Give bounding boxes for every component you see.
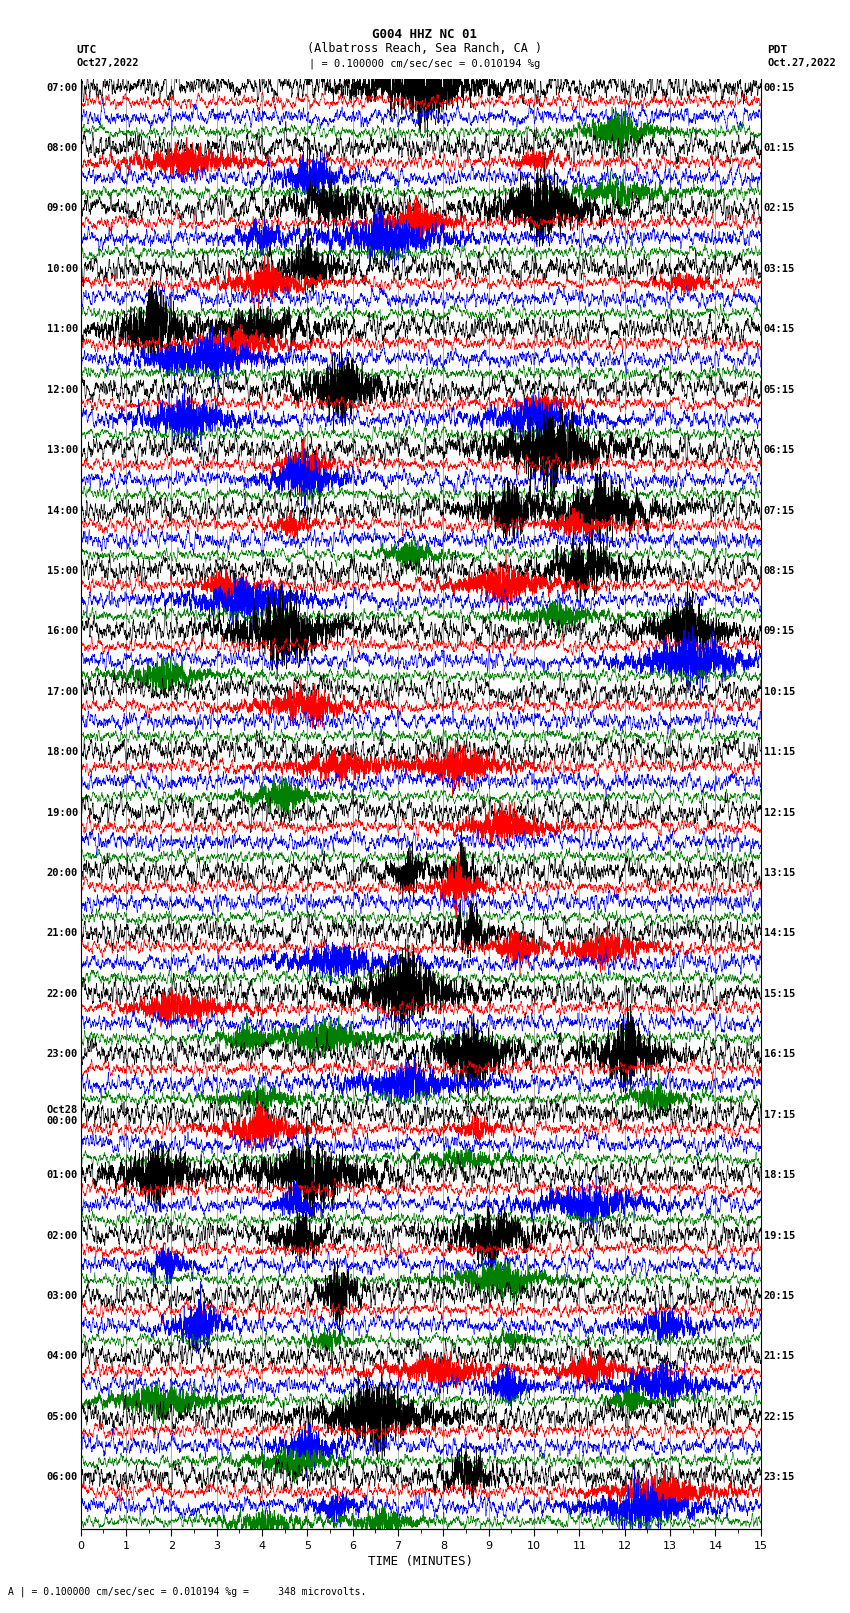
Text: A | = 0.100000 cm/sec/sec = 0.010194 %g =     348 microvolts.: A | = 0.100000 cm/sec/sec = 0.010194 %g … — [8, 1586, 367, 1597]
Text: G004 HHZ NC 01: G004 HHZ NC 01 — [372, 27, 478, 40]
Text: (Albatross Reach, Sea Ranch, CA ): (Albatross Reach, Sea Ranch, CA ) — [308, 42, 542, 55]
Text: Oct27,2022: Oct27,2022 — [76, 58, 139, 68]
Text: | = 0.100000 cm/sec/sec = 0.010194 %g: | = 0.100000 cm/sec/sec = 0.010194 %g — [309, 58, 541, 69]
Text: Oct.27,2022: Oct.27,2022 — [768, 58, 836, 68]
Text: PDT: PDT — [768, 45, 788, 55]
Text: UTC: UTC — [76, 45, 97, 55]
X-axis label: TIME (MINUTES): TIME (MINUTES) — [368, 1555, 473, 1568]
